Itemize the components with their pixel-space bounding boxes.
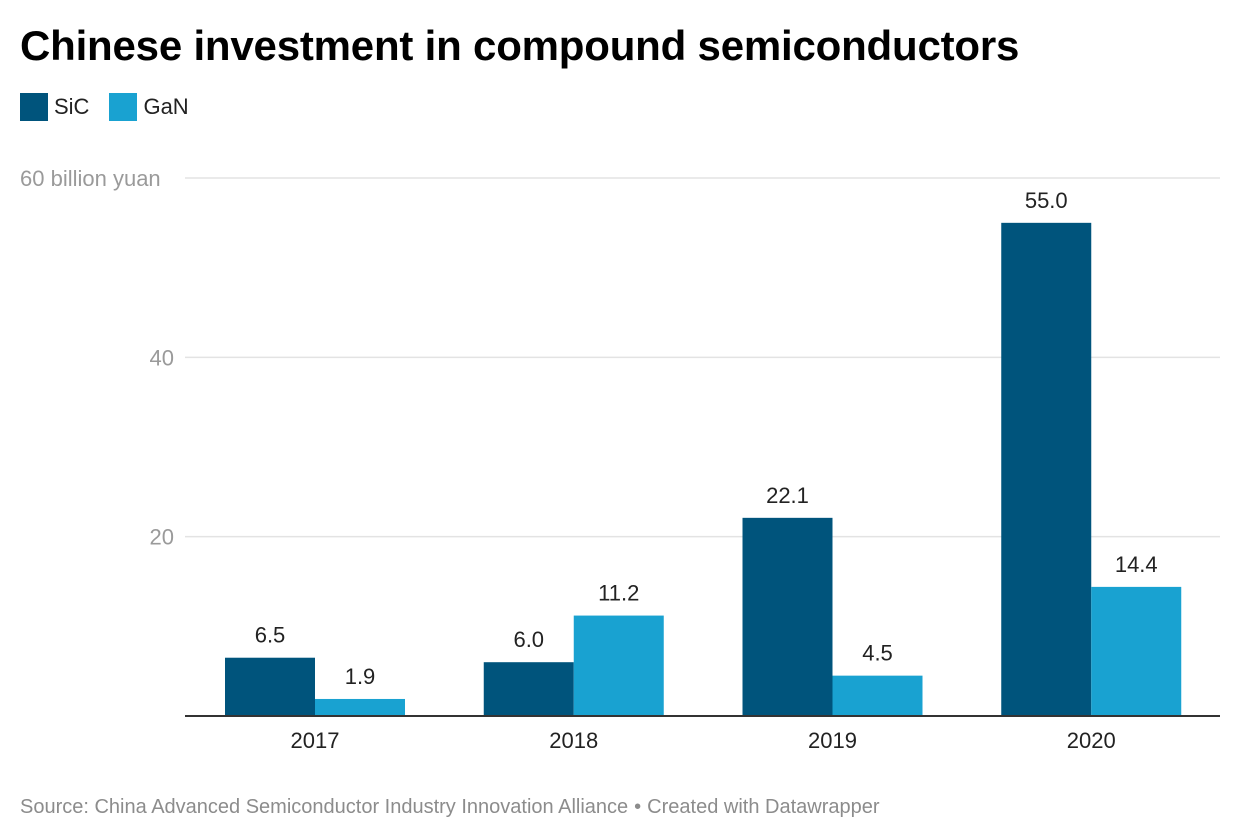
bar-sic xyxy=(742,517,833,716)
legend-swatch-sic xyxy=(20,93,48,121)
bar-sic xyxy=(483,662,574,716)
data-label: 55.0 xyxy=(1025,188,1068,213)
x-tick-label: 2019 xyxy=(808,728,857,753)
x-tick-label: 2018 xyxy=(549,728,598,753)
data-label: 22.1 xyxy=(766,483,809,508)
footer-separator: • xyxy=(634,796,642,818)
legend-item-sic: SiC xyxy=(20,92,89,122)
footer: Source: China Advanced Semiconductor Ind… xyxy=(20,793,880,821)
legend-label-gan: GaN xyxy=(143,94,189,119)
bar-sic xyxy=(225,657,315,716)
data-label: 4.5 xyxy=(862,641,893,666)
y-tick-label: 20 xyxy=(150,525,174,550)
legend: SiC GaN xyxy=(20,92,209,122)
data-label: 6.5 xyxy=(255,623,286,648)
source-text: Source: China Advanced Semiconductor Ind… xyxy=(20,796,629,818)
bar-gan xyxy=(832,675,923,716)
bar-gan xyxy=(573,615,664,716)
x-tick-label: 2017 xyxy=(291,728,340,753)
bar-gan xyxy=(1091,586,1182,716)
legend-item-gan: GaN xyxy=(109,92,189,122)
chart-title: Chinese investment in compound semicondu… xyxy=(20,22,1020,69)
legend-swatch-gan xyxy=(109,93,138,121)
data-label: 6.0 xyxy=(513,627,544,652)
y-tick-label: 40 xyxy=(150,345,174,370)
data-label: 14.4 xyxy=(1115,552,1158,577)
bar-sic xyxy=(1001,222,1092,717)
credit-link[interactable]: Created with Datawrapper xyxy=(647,796,880,818)
x-tick-label: 2020 xyxy=(1067,728,1116,753)
bar-chart: 20 40 60 billion yuan 6.5 1.9 2017 6.0 11.2 2018… xyxy=(20,166,1220,753)
data-label: 11.2 xyxy=(598,581,639,606)
legend-label-sic: SiC xyxy=(54,94,90,119)
data-label: 1.9 xyxy=(345,664,376,689)
bar-gan xyxy=(315,698,405,716)
y-tick-label: 60 billion yuan xyxy=(20,166,161,191)
